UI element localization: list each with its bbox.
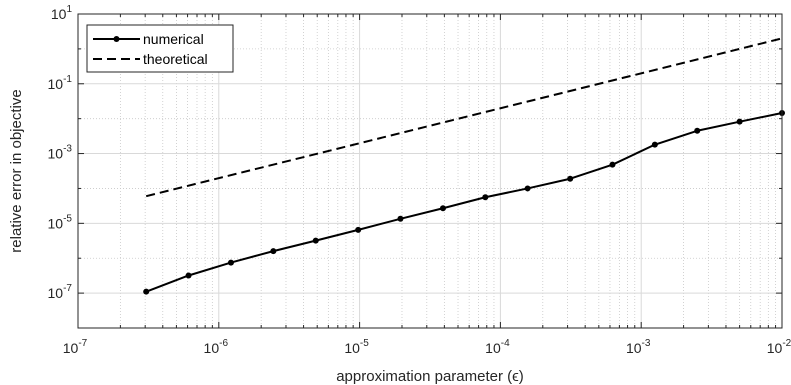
y-tick-label: 10-3 [48, 144, 73, 162]
legend: numerical theoretical [86, 24, 234, 73]
data-point-numerical [736, 118, 743, 125]
data-point-numerical [694, 127, 701, 134]
x-tick-label: 10-3 [626, 338, 651, 356]
x-tick-base: 10 [344, 340, 360, 356]
data-point-numerical [312, 237, 319, 244]
y-axis-label: relative error in objective [8, 89, 25, 252]
x-tick-base: 10 [626, 340, 642, 356]
x-tick-label: 10-4 [485, 338, 510, 356]
x-tick-exponent: -7 [78, 338, 87, 349]
y-tick-label: 10-7 [48, 283, 73, 301]
y-tick-exponent: -1 [63, 74, 72, 85]
x-tick-exponent: -4 [501, 338, 510, 349]
x-tick-base: 10 [485, 340, 501, 356]
data-point-numerical [609, 161, 616, 168]
y-tick-label: 10-1 [48, 74, 73, 92]
series-layer [143, 37, 785, 295]
data-point-numerical [270, 248, 277, 255]
y-tick-exponent: -5 [63, 213, 72, 224]
y-tick-exponent: -7 [63, 283, 72, 294]
x-tick-labels: 10-7 10-6 10-5 10-4 10-3 10-2 [63, 338, 791, 356]
grid-minor [78, 14, 782, 328]
ticks-layer [77, 13, 783, 329]
data-point-numerical [439, 205, 446, 212]
x-tick-exponent: -5 [360, 338, 369, 349]
y-tick-exponent: -3 [63, 144, 72, 155]
legend-box [86, 24, 234, 73]
data-point-numerical [185, 272, 192, 279]
x-tick-label: 10-6 [204, 338, 229, 356]
y-tick-base: 10 [48, 76, 64, 92]
legend-label-numerical: numerical [143, 31, 204, 47]
x-tick-label: 10-5 [344, 338, 369, 356]
x-tick-exponent: -6 [219, 338, 228, 349]
plot-frame [77, 13, 783, 329]
data-point-numerical [355, 226, 362, 233]
x-tick-base: 10 [767, 340, 783, 356]
x-tick-label: 10-7 [63, 338, 88, 356]
y-tick-label: 10-5 [48, 213, 73, 231]
legend-label-theoretical: theoretical [143, 51, 208, 67]
data-point-numerical [227, 259, 234, 266]
x-tick-base: 10 [63, 340, 79, 356]
x-axis-label: approximation parameter (ϵ) [336, 368, 524, 385]
y-tick-base: 10 [48, 146, 64, 162]
legend-marker-numerical [113, 36, 120, 42]
y-tick-base: 10 [51, 6, 67, 22]
y-tick-base: 10 [48, 285, 64, 301]
data-point-numerical [482, 194, 489, 201]
data-point-numerical [397, 215, 404, 222]
x-tick-label: 10-2 [767, 338, 791, 356]
y-tick-label: 101 [51, 4, 73, 22]
x-tick-base: 10 [204, 340, 220, 356]
series-line-theoretical [145, 37, 783, 198]
grid-major [78, 14, 782, 328]
data-point-numerical [567, 175, 574, 182]
data-point-numerical [524, 185, 531, 192]
x-tick-exponent: -2 [782, 338, 791, 349]
y-tick-base: 10 [48, 215, 64, 231]
y-tick-exponent: 1 [66, 4, 72, 15]
data-point-numerical [143, 288, 150, 295]
data-point-numerical [651, 141, 658, 148]
series-line-numerical [145, 112, 783, 293]
x-tick-exponent: -3 [642, 338, 651, 349]
